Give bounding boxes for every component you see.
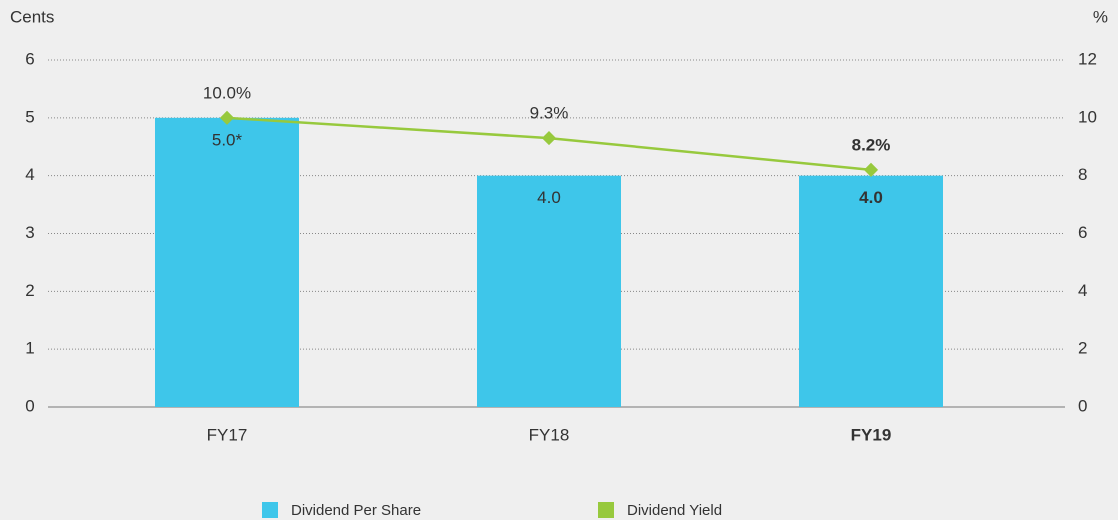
data-label: 8.2% (852, 135, 891, 154)
y2-tick-label: 4 (1078, 281, 1087, 300)
legend-label: Dividend Per Share (291, 502, 421, 519)
bar (799, 175, 943, 407)
y2-tick-label: 10 (1078, 107, 1097, 126)
y2-tick-label: 6 (1078, 223, 1087, 242)
y-tick-label: 6 (25, 49, 34, 68)
bar (155, 117, 299, 407)
data-label: 9.3% (530, 104, 569, 123)
y-axis-label: Cents (10, 7, 54, 26)
x-tick-label: FY18 (529, 425, 570, 444)
legend-label: Dividend Yield (627, 502, 722, 519)
y2-tick-label: 8 (1078, 165, 1087, 184)
y-tick-label: 5 (25, 107, 34, 126)
y-tick-label: 3 (25, 223, 34, 242)
y-tick-label: 1 (25, 339, 34, 358)
data-label: 10.0% (203, 83, 251, 102)
y2-axis-label: % (1093, 7, 1108, 26)
data-label: 4.0 (859, 188, 883, 207)
data-label: 4.0 (537, 188, 561, 207)
legend-swatch (598, 502, 614, 518)
y-tick-label: 0 (25, 396, 34, 415)
y2-tick-label: 12 (1078, 49, 1097, 68)
y2-tick-label: 0 (1078, 396, 1087, 415)
y2-tick-label: 2 (1078, 339, 1087, 358)
x-tick-label: FY17 (207, 425, 248, 444)
line-marker (863, 162, 879, 177)
x-tick-label: FY19 (851, 425, 892, 444)
y-tick-label: 4 (25, 165, 34, 184)
y-tick-label: 2 (25, 281, 34, 300)
bar (477, 175, 621, 407)
line-marker (541, 131, 557, 146)
legend-swatch (262, 502, 278, 518)
data-label: 5.0* (212, 130, 243, 149)
